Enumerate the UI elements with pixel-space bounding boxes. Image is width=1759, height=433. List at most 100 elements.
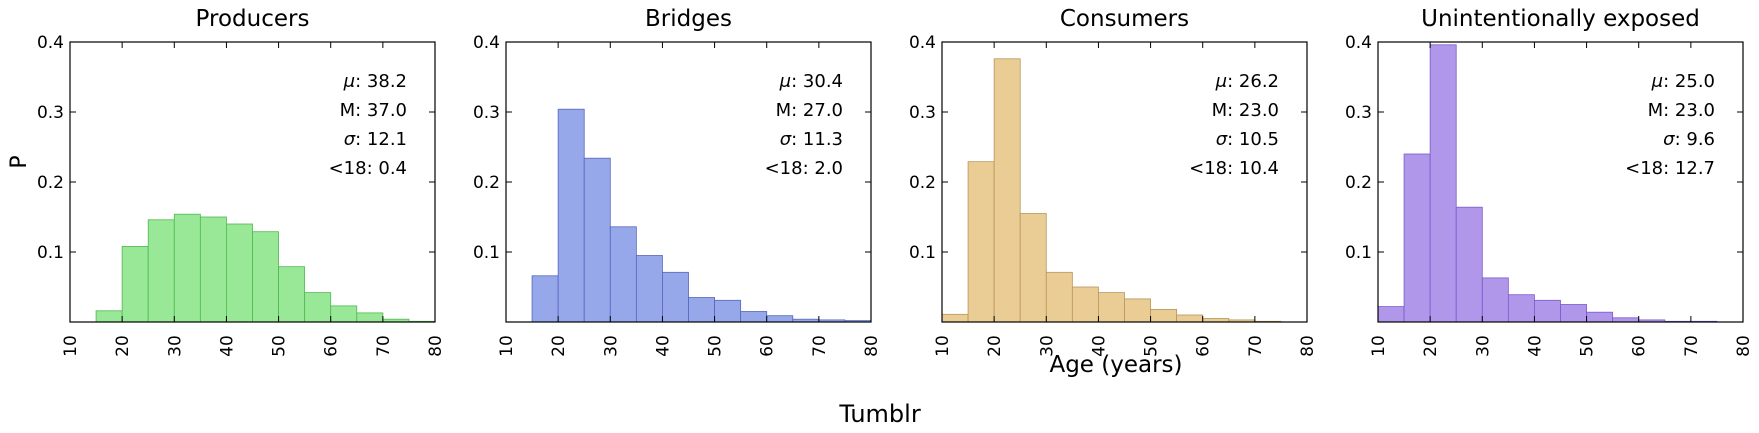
stats-annotation: μ: 38.2 bbox=[343, 71, 407, 92]
x-tick-label: 40 bbox=[217, 335, 237, 357]
histogram-bar bbox=[1429, 44, 1457, 323]
x-tick-label: 40 bbox=[1525, 335, 1545, 357]
stats-annotation: M: 37.0 bbox=[340, 100, 407, 121]
stats-annotation: σ: 11.3 bbox=[780, 129, 843, 150]
histogram-bar bbox=[557, 108, 585, 323]
y-tick-label: 0.4 bbox=[473, 33, 500, 53]
histogram-bar bbox=[95, 310, 123, 323]
histogram-bar bbox=[1071, 286, 1099, 323]
x-tick-label: 30 bbox=[1473, 335, 1493, 357]
x-tick-label: 50 bbox=[706, 335, 726, 357]
x-tick-label: 20 bbox=[985, 335, 1005, 357]
chart-title: Unintentionally exposed bbox=[1421, 6, 1700, 32]
y-tick-label: 0.2 bbox=[473, 173, 500, 193]
chart-panel-3: 10 20 30 40 50 60 70 80 0.1 0.2 0.3 0.4 Consumers μ: … bbox=[909, 6, 1318, 357]
y-axis-label: P bbox=[7, 155, 32, 168]
x-tick-label: 70 bbox=[810, 335, 830, 357]
x-tick-label: 30 bbox=[601, 335, 621, 357]
x-tick-label: 70 bbox=[374, 335, 394, 357]
x-tick-label: 70 bbox=[1682, 335, 1702, 357]
histogram-bar bbox=[226, 223, 253, 323]
histogram-bar bbox=[356, 312, 384, 323]
stats-annotation: <18: 0.4 bbox=[329, 158, 407, 179]
chart-title: Bridges bbox=[645, 6, 732, 32]
x-tick-label: 50 bbox=[270, 335, 290, 357]
histogram-bar bbox=[941, 313, 969, 323]
histogram-bar bbox=[740, 311, 768, 323]
x-tick-label: 80 bbox=[1734, 335, 1754, 357]
y-tick-label: 0.1 bbox=[37, 243, 64, 263]
histogram-bar bbox=[609, 226, 637, 323]
histogram-bar bbox=[330, 305, 358, 323]
stats-annotation: M: 23.0 bbox=[1212, 100, 1279, 121]
stats-annotation: <18: 12.7 bbox=[1625, 158, 1715, 179]
x-axis-label: Age (years) bbox=[1049, 352, 1182, 378]
histogram-bar bbox=[993, 58, 1021, 323]
x-tick-label: 80 bbox=[862, 335, 882, 357]
y-tick-label: 0.3 bbox=[473, 103, 500, 123]
histogram-bar bbox=[173, 213, 201, 323]
stats-annotation: μ: 26.2 bbox=[1215, 71, 1279, 92]
histogram-bar bbox=[1377, 306, 1405, 323]
y-tick-label: 0.4 bbox=[37, 33, 64, 53]
histogram-bar bbox=[1560, 304, 1587, 323]
x-tick-label: 40 bbox=[1089, 335, 1109, 357]
panels-group: 10 20 30 40 50 60 70 80 0.1 0.2 0.3 0.4 Producers μ: … bbox=[37, 6, 1754, 357]
x-tick-label: 30 bbox=[1037, 335, 1057, 357]
histogram-bar bbox=[662, 271, 689, 323]
x-tick-label: 50 bbox=[1142, 335, 1162, 357]
histogram-bar bbox=[635, 255, 663, 323]
x-tick-label: 40 bbox=[653, 335, 673, 357]
histogram-bar bbox=[714, 299, 742, 323]
histogram-bar bbox=[278, 266, 306, 323]
y-tick-label: 0.3 bbox=[37, 103, 64, 123]
histogram-bar bbox=[1586, 311, 1614, 323]
histogram-bar bbox=[1481, 277, 1509, 323]
histogram-bar bbox=[199, 216, 227, 323]
chart-panel-1: 10 20 30 40 50 60 70 80 0.1 0.2 0.3 0.4 Producers μ: … bbox=[37, 6, 446, 357]
x-tick-label: 20 bbox=[1421, 335, 1441, 357]
y-tick-label: 0.3 bbox=[1345, 103, 1372, 123]
histogram-bar bbox=[1019, 213, 1047, 323]
stats-annotation: σ: 12.1 bbox=[344, 129, 407, 150]
x-tick-label: 80 bbox=[1298, 335, 1318, 357]
stats-annotation: σ: 9.6 bbox=[1663, 129, 1715, 150]
histogram-bar bbox=[1455, 206, 1483, 323]
stats-annotation: μ: 25.0 bbox=[1651, 71, 1715, 92]
y-tick-label: 0.1 bbox=[1345, 243, 1372, 263]
histogram-bar bbox=[121, 245, 149, 323]
chart-panel-4: 10 20 30 40 50 60 70 80 0.1 0.2 0.3 0.4 Unintentiona… bbox=[1345, 6, 1754, 357]
y-tick-label: 0.2 bbox=[1345, 173, 1372, 193]
x-tick-label: 10 bbox=[61, 335, 81, 357]
x-tick-label: 10 bbox=[497, 335, 517, 357]
histogram-bar bbox=[1612, 317, 1640, 323]
histogram-bar bbox=[1150, 308, 1178, 323]
x-tick-label: 50 bbox=[1578, 335, 1598, 357]
y-tick-label: 0.2 bbox=[909, 173, 936, 193]
histogram-bar bbox=[967, 161, 995, 323]
x-tick-label: 60 bbox=[1630, 335, 1650, 357]
stats-annotation: M: 23.0 bbox=[1648, 100, 1715, 121]
x-tick-label: 70 bbox=[1246, 335, 1266, 357]
x-tick-label: 60 bbox=[1194, 335, 1214, 357]
histogram-bar bbox=[304, 292, 332, 323]
histogram-bar bbox=[1176, 314, 1204, 323]
x-tick-label: 60 bbox=[758, 335, 778, 357]
stats-annotation: <18: 10.4 bbox=[1189, 158, 1279, 179]
x-tick-label: 10 bbox=[933, 335, 953, 357]
x-tick-label: 60 bbox=[322, 335, 342, 357]
x-tick-label: 30 bbox=[165, 335, 185, 357]
x-tick-label: 20 bbox=[113, 335, 133, 357]
stats-annotation: σ: 10.5 bbox=[1216, 129, 1279, 150]
y-tick-label: 0.1 bbox=[909, 243, 936, 263]
y-tick-label: 0.1 bbox=[473, 243, 500, 263]
y-tick-label: 0.2 bbox=[37, 173, 64, 193]
stats-annotation: μ: 30.4 bbox=[779, 71, 843, 92]
stats-annotation: M: 27.0 bbox=[776, 100, 843, 121]
figure-suptitle: Tumblr bbox=[838, 400, 921, 428]
histogram-bar bbox=[1098, 292, 1125, 323]
x-tick-label: 80 bbox=[426, 335, 446, 357]
histogram-bar bbox=[531, 275, 559, 323]
histogram-bar bbox=[252, 231, 279, 323]
